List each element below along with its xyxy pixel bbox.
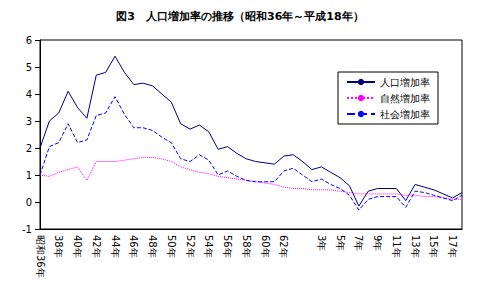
svg-text:0: 0 [26, 197, 32, 208]
svg-text:56年: 56年 [222, 235, 233, 258]
svg-text:48年: 48年 [147, 235, 158, 258]
svg-text:昭和36年: 昭和36年 [35, 235, 46, 278]
svg-text:-1: -1 [22, 224, 32, 235]
svg-text:3年: 3年 [316, 235, 327, 251]
svg-text:9年: 9年 [372, 235, 383, 251]
svg-text:6: 6 [26, 35, 32, 46]
svg-text:自然増加率: 自然増加率 [380, 93, 430, 104]
svg-text:人口増加率: 人口増加率 [380, 77, 430, 88]
svg-text:58年: 58年 [241, 235, 252, 258]
svg-text:3: 3 [26, 116, 32, 127]
svg-text:50年: 50年 [166, 235, 177, 258]
svg-text:52年: 52年 [185, 235, 196, 258]
svg-text:62年: 62年 [278, 235, 289, 258]
svg-text:図3 人口増加率の推移（昭和36年～平成18年）: 図3 人口増加率の推移（昭和36年～平成18年） [116, 10, 363, 23]
svg-text:15年: 15年 [428, 235, 439, 258]
svg-text:38年: 38年 [53, 235, 64, 258]
svg-text:17年: 17年 [447, 235, 458, 258]
svg-text:4: 4 [26, 89, 32, 100]
svg-text:44年: 44年 [110, 235, 121, 258]
svg-text:7年: 7年 [353, 235, 364, 251]
svg-text:42年: 42年 [91, 235, 102, 258]
svg-text:11年: 11年 [391, 235, 402, 258]
svg-text:5年: 5年 [335, 235, 346, 251]
svg-text:13年: 13年 [410, 235, 421, 258]
svg-text:60年: 60年 [260, 235, 271, 258]
svg-text:40年: 40年 [72, 235, 83, 258]
svg-text:社会増加率: 社会増加率 [380, 109, 430, 120]
svg-text:1: 1 [26, 170, 32, 181]
svg-text:2: 2 [26, 143, 32, 154]
svg-text:54年: 54年 [203, 235, 214, 258]
svg-text:46年: 46年 [128, 235, 139, 258]
svg-text:5: 5 [26, 62, 32, 73]
